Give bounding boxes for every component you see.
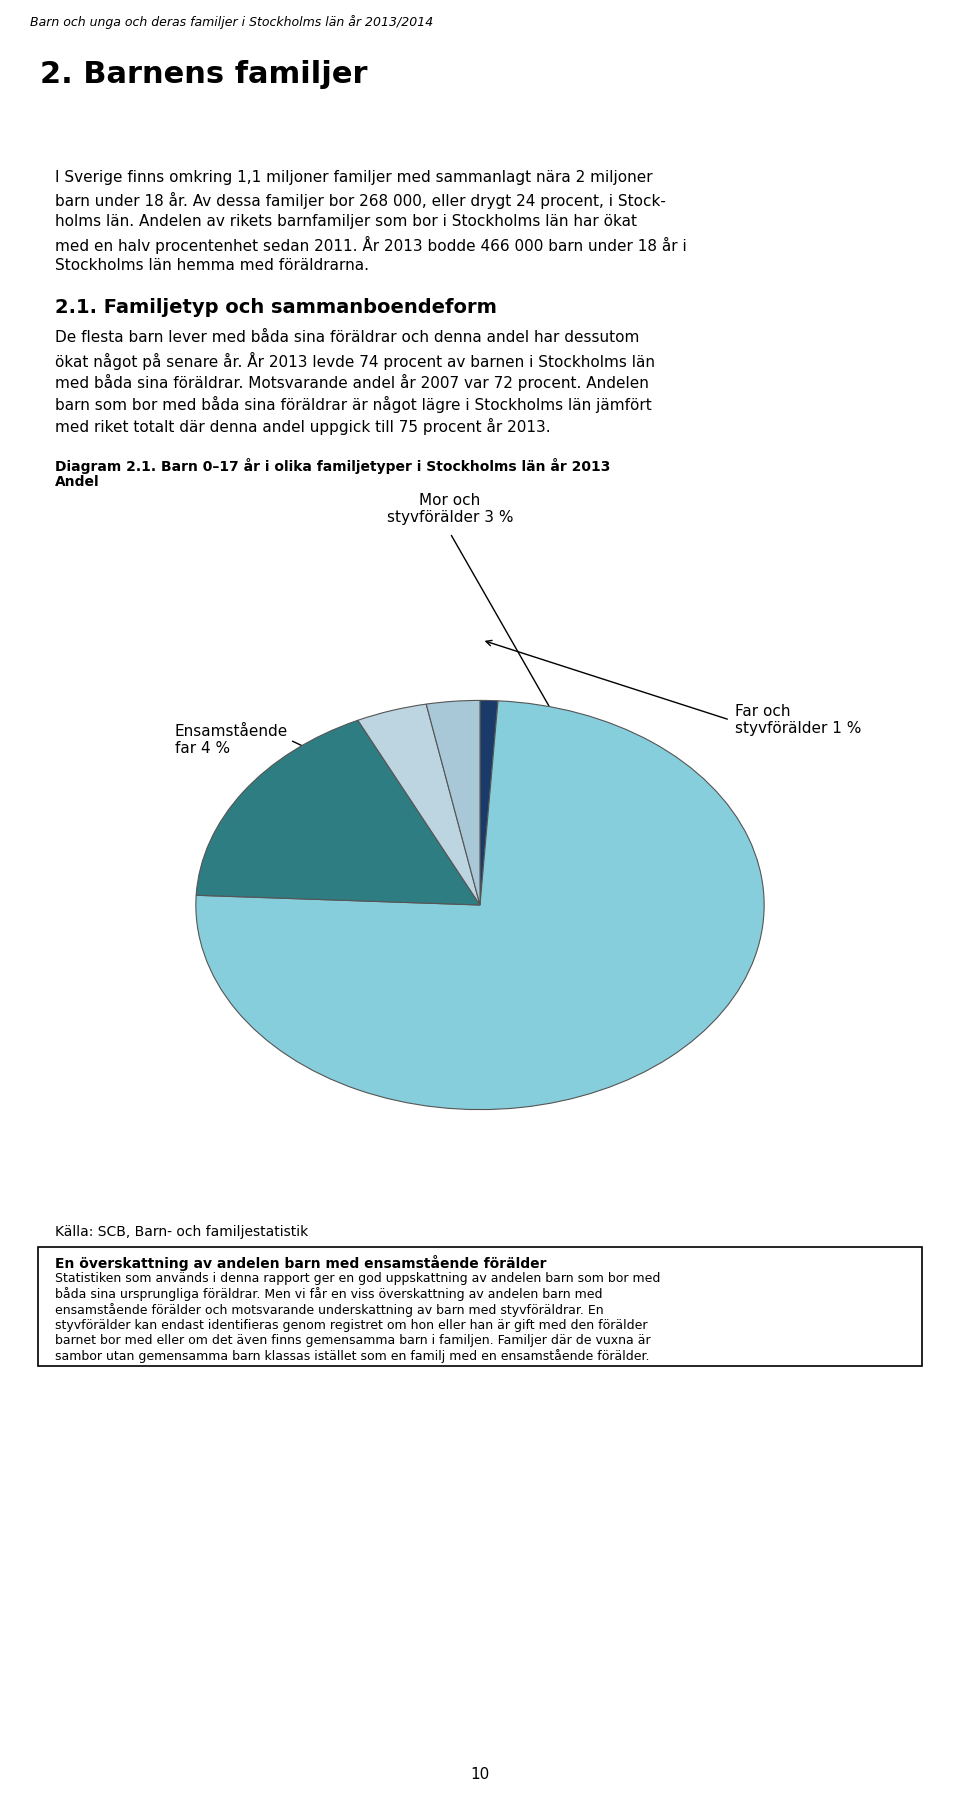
Wedge shape [480,700,498,905]
Text: barn under 18 år. Av dessa familjer bor 268 000, eller drygt 24 procent, i Stock: barn under 18 år. Av dessa familjer bor … [55,192,666,208]
Wedge shape [196,700,764,1110]
Text: Mor och
styvförälder 3 %: Mor och styvförälder 3 % [387,492,514,525]
Text: sambor utan gemensamma barn klassas istället som en familj med en ensamstående f: sambor utan gemensamma barn klassas istä… [55,1350,650,1363]
Text: De flesta barn lever med båda sina föräldrar och denna andel har dessutom: De flesta barn lever med båda sina föräl… [55,329,639,346]
Text: Båda föräldrarna 74 %: Båda föräldrarna 74 % [444,1028,616,1043]
Text: En överskattning av andelen barn med ensamstående förälder: En överskattning av andelen barn med ens… [55,1254,546,1271]
Text: Ensamstående
far 4 %: Ensamstående far 4 % [175,724,288,757]
Text: ökat något på senare år. År 2013 levde 74 procent av barnen i Stockholms län: ökat något på senare år. År 2013 levde 7… [55,351,655,369]
Wedge shape [196,720,480,905]
Text: styvförälder kan endast identifieras genom registret om hon eller han är gift me: styvförälder kan endast identifieras gen… [55,1318,647,1332]
Bar [38,1247,922,1367]
Text: med en halv procentenhet sedan 2011. År 2013 bodde 466 000 barn under 18 år i: med en halv procentenhet sedan 2011. År … [55,235,686,253]
Text: 2.1. Familjetyp och sammanboendeform: 2.1. Familjetyp och sammanboendeform [55,299,497,317]
Text: Andel: Andel [55,474,100,489]
Text: med båda sina föräldrar. Motsvarande andel år 2007 var 72 procent. Andelen: med båda sina föräldrar. Motsvarande and… [55,375,649,391]
Text: ensamstående förälder och motsvarande underskattning av barn med styvföräldrar. : ensamstående förälder och motsvarande un… [55,1303,604,1318]
Text: Ensamstående
mor 17 %: Ensamstående mor 17 % [316,820,428,854]
Text: Stockholms län hemma med föräldrarna.: Stockholms län hemma med föräldrarna. [55,259,369,273]
Text: 2. Barnens familjer: 2. Barnens familjer [40,60,368,89]
Text: Statistiken som används i denna rapport ger en god uppskattning av andelen barn : Statistiken som används i denna rapport … [55,1272,660,1285]
Text: Far och
styvförälder 1 %: Far och styvförälder 1 % [735,704,861,737]
Text: 10: 10 [470,1767,490,1783]
Text: Diagram 2.1. Barn 0–17 år i olika familjetyper i Stockholms län år 2013: Diagram 2.1. Barn 0–17 år i olika familj… [55,458,611,474]
Wedge shape [358,704,480,905]
Text: holms län. Andelen av rikets barnfamiljer som bor i Stockholms län har ökat: holms län. Andelen av rikets barnfamilje… [55,214,637,230]
Text: barn som bor med båda sina föräldrar är något lägre i Stockholms län jämfört: barn som bor med båda sina föräldrar är … [55,396,652,413]
Text: Källa: SCB, Barn- och familjestatistik: Källa: SCB, Barn- och familjestatistik [55,1225,308,1240]
Wedge shape [426,700,480,905]
Text: barnet bor med eller om det även finns gemensamma barn i familjen. Familjer där : barnet bor med eller om det även finns g… [55,1334,651,1347]
Text: Barn och unga och deras familjer i Stockholms län år 2013/2014: Barn och unga och deras familjer i Stock… [30,14,433,29]
Text: I Sverige finns omkring 1,1 miljoner familjer med sammanlagt nära 2 miljoner: I Sverige finns omkring 1,1 miljoner fam… [55,170,653,185]
Text: med riket totalt där denna andel uppgick till 75 procent år 2013.: med riket totalt där denna andel uppgick… [55,418,551,434]
Text: båda sina ursprungliga föräldrar. Men vi får en viss överskattning av andelen ba: båda sina ursprungliga föräldrar. Men vi… [55,1287,603,1301]
